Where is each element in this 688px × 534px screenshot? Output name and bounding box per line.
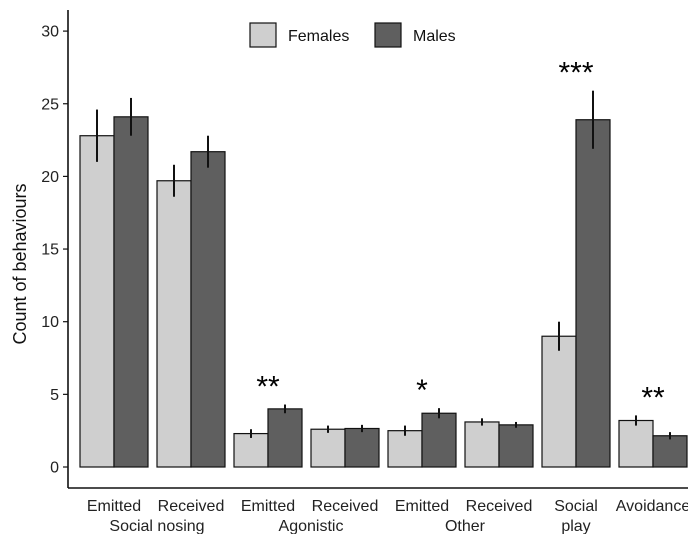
bar-females	[387, 430, 423, 468]
x-tick-label: Emitted	[395, 498, 449, 515]
x-tick-label: Emitted	[87, 498, 141, 515]
y-tick-label: 30	[41, 24, 59, 41]
bar-males	[344, 427, 380, 468]
error-bars	[96, 90, 671, 440]
x-group-label: Agonistic	[279, 518, 344, 534]
bar-males	[267, 408, 303, 468]
legend-swatch-males	[374, 22, 402, 48]
significance-mark: **	[641, 381, 665, 414]
significance-mark: **	[256, 371, 280, 404]
x-tick-label: Received	[466, 498, 533, 515]
x-axis-labels: Emitted Received Emitted Received Emitted Rec…	[87, 498, 688, 534]
bar-females	[233, 432, 269, 468]
x-group-label: Social nosing	[109, 518, 204, 534]
bar-males	[421, 412, 457, 468]
bar-females	[464, 421, 500, 468]
bar-females	[79, 135, 115, 468]
significance-marks: ** ******	[256, 57, 665, 415]
bar-females	[156, 180, 192, 468]
y-tick-label: 10	[41, 314, 59, 331]
axes: 0 5 10 15 20 25 30	[41, 10, 688, 489]
bars	[79, 116, 688, 468]
significance-mark: ***	[558, 57, 593, 90]
legend-label-males: Males	[413, 28, 456, 45]
bar-males	[113, 116, 149, 468]
bar-males	[190, 151, 226, 468]
y-tick-label: 25	[41, 96, 59, 113]
bar-females	[618, 419, 654, 468]
x-tick-label: Avoidance	[616, 498, 688, 515]
bar-females	[310, 428, 346, 468]
bar-males	[575, 119, 611, 468]
x-tick-label: Social	[554, 498, 598, 515]
x-group-label: Other	[445, 518, 486, 534]
x-tick-label: Received	[158, 498, 225, 515]
y-tick-label: 20	[41, 169, 59, 186]
y-tick-label: 5	[50, 387, 59, 404]
legend-label-females: Females	[288, 28, 349, 45]
y-tick-label: 0	[50, 460, 59, 477]
y-tick-label: 15	[41, 242, 59, 259]
bar-females	[541, 335, 577, 468]
bar-males	[498, 424, 534, 468]
y-axis-title: Count of behaviours	[10, 183, 30, 344]
x-tick-label: Received	[312, 498, 379, 515]
x-tick-label: play	[561, 518, 590, 534]
bar-males	[652, 435, 688, 468]
legend: Females Males	[249, 22, 456, 48]
legend-swatch-females	[249, 22, 277, 48]
x-tick-label: Emitted	[241, 498, 295, 515]
significance-mark: *	[416, 374, 428, 407]
